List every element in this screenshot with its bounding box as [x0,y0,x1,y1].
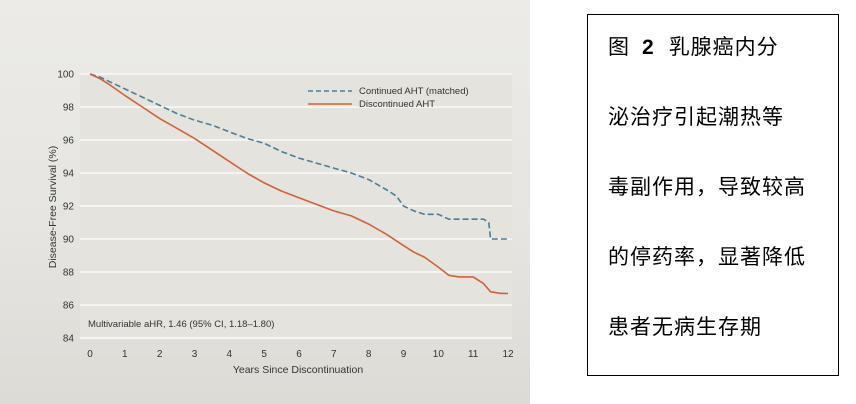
chart-photo: 84 86 88 90 92 94 96 98 100 0 1 2 3 4 5 6 7 8 9 10 11 12 Con… [0,0,530,404]
x-tick-label-10: 10 [433,349,445,360]
x-tick-label-4: 4 [227,349,233,360]
hazard-ratio-annotation: Multivariable aHR, 1.46 (95% CI, 1.18–1.… [88,319,274,330]
x-tick-label-0: 0 [87,349,93,360]
caption-figure-number: 2 [642,36,655,59]
y-tick-label-88: 88 [63,268,75,279]
y-tick-label-94: 94 [63,169,75,180]
x-tick-label-11: 11 [468,349,479,360]
legend-label-discontinued: Discontinued AHT [359,99,435,110]
caption-line-2: 泌治疗引起潮热等 [608,105,784,129]
x-tick-label-5: 5 [261,349,267,360]
caption-line-5: 患者无病生存期 [608,315,762,339]
x-tick-label-1: 1 [122,349,128,360]
series-line-continued [89,73,508,240]
series-line-discontinued [89,73,508,295]
x-tick-label-2: 2 [157,349,163,360]
y-tick-labels: 84 86 88 90 92 94 96 98 100 [57,70,74,345]
legend-label-continued: Continued AHT (matched) [359,86,469,97]
x-axis-title: Years Since Discontinuation [233,364,364,376]
gridlines [80,73,512,339]
x-tick-labels: 0 1 2 3 4 5 6 7 8 9 10 11 12 [87,349,514,360]
y-tick-label-86: 86 [63,301,75,312]
legend: Continued AHT (matched) Discontinued AHT [308,86,469,110]
x-tick-label-6: 6 [296,349,302,360]
x-tick-label-9: 9 [401,349,407,360]
x-tick-label-7: 7 [331,349,337,360]
caption-line-3: 毒副作用，导致较高 [608,175,806,199]
series-lines [89,73,508,295]
y-tick-label-90: 90 [63,235,75,246]
x-tick-label-12: 12 [502,349,514,360]
y-axis-title: Disease-Free Survival (%) [47,146,59,269]
y-tick-label-100: 100 [57,70,74,81]
caption-figure-label: 图 [608,35,630,59]
y-tick-label-84: 84 [63,334,75,345]
y-tick-label-92: 92 [63,202,75,213]
caption-line-4: 的停药率，显著降低 [608,245,806,269]
plot-area [80,74,512,340]
x-tick-label-8: 8 [366,349,372,360]
caption-line-1: 图 2 乳腺癌内分 [608,31,779,61]
figure-caption-box: 图 2 乳腺癌内分 泌治疗引起潮热等 毒副作用，导致较高 的停药率，显著降低 患者无… [587,14,839,376]
caption-line-1-text: 乳腺癌内分 [668,35,779,59]
y-tick-label-98: 98 [63,103,75,114]
x-tick-label-3: 3 [192,349,198,360]
y-tick-label-96: 96 [63,136,75,147]
